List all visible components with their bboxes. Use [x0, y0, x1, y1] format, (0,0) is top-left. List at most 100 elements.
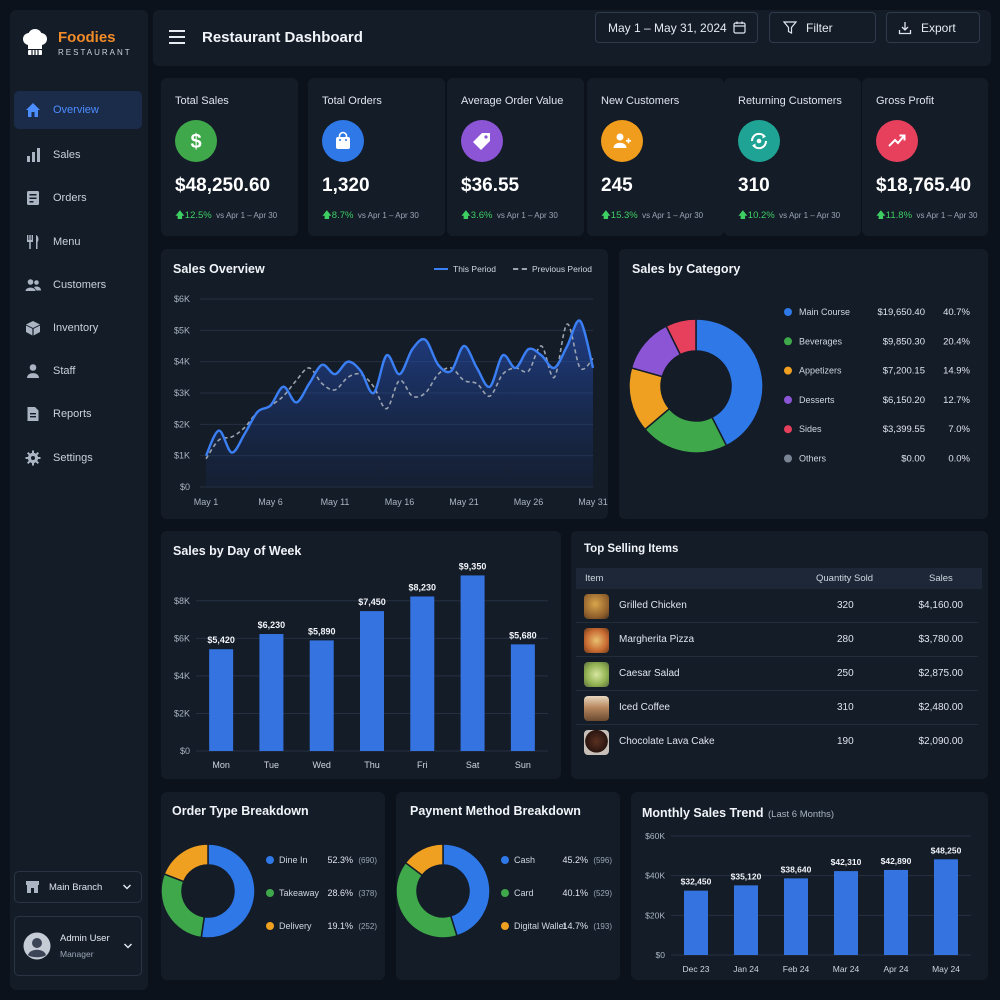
export-button[interactable]: Export — [886, 12, 980, 43]
monthly-sales-trend-title: Monthly Sales Trend — [642, 806, 764, 820]
y-tick-label: $40K — [645, 871, 665, 881]
column-header-sales: Sales — [929, 573, 953, 584]
table-row[interactable]: Caesar Salad 250 $2,875.00 — [576, 657, 978, 691]
sidebar-item-label: Overview — [53, 104, 99, 116]
kpi-card-total-sales: Total Sales $ $48,250.60 🡅12.5% vs Apr 1… — [161, 78, 298, 236]
table-row[interactable]: Iced Coffee 310 $2,480.00 — [576, 691, 978, 725]
legend-label: Takeaway — [279, 888, 320, 898]
bar-value-label: $9,350 — [459, 561, 487, 571]
y-tick-label: $4K — [174, 671, 190, 681]
bar-chart-icon — [27, 148, 40, 162]
sidebar-item-sales[interactable]: Sales — [14, 136, 142, 174]
calendar-icon — [733, 21, 746, 34]
brand-name: Foodies — [58, 28, 116, 46]
y-tick-label: $0 — [180, 482, 190, 492]
legend-count: (378) — [358, 889, 377, 898]
branch-selector[interactable]: Main Branch — [14, 871, 142, 903]
sidebar-item-inventory[interactable]: Inventory — [14, 309, 142, 347]
x-tick-label: Tue — [264, 760, 279, 770]
branch-label: Main Branch — [49, 881, 103, 893]
legend-label: Delivery — [279, 921, 312, 931]
sales-by-day-title: Sales by Day of Week — [173, 544, 302, 558]
order-type-slice-takeaway — [161, 873, 206, 939]
kpi-period: vs Apr 1 – Apr 30 — [779, 211, 841, 220]
table-row[interactable]: Grilled Chicken 320 $4,160.00 — [576, 589, 978, 623]
x-tick-label: Thu — [364, 760, 380, 770]
item-sales: $4,160.00 — [918, 600, 964, 611]
sidebar-item-staff[interactable]: Staff — [14, 352, 142, 390]
x-tick-label: Sun — [515, 760, 531, 770]
legend-count: (690) — [358, 856, 377, 865]
bar — [734, 885, 758, 955]
sales-by-category-donut-chart: Main Course $19,650.40 40.7% Beverages $9,85… — [628, 307, 971, 465]
legend-label: This Period — [453, 264, 496, 274]
sidebar-item-menu[interactable]: Menu — [14, 223, 142, 261]
legend-dot — [784, 425, 792, 434]
item-quantity: 320 — [837, 600, 854, 611]
sidebar-item-label: Sales — [53, 149, 81, 161]
y-tick-label: $2K — [174, 419, 190, 429]
bar-value-label: $8,230 — [409, 582, 437, 592]
bar — [884, 869, 908, 955]
legend-value: $0.00 — [901, 454, 925, 465]
kpi-title: Total Sales — [175, 95, 229, 107]
kpi-value: 310 — [738, 175, 770, 196]
bar — [784, 878, 808, 955]
monthly-sales-trend-subtitle: (Last 6 Months) — [768, 809, 835, 820]
legend-dot — [266, 889, 274, 897]
table-row[interactable]: Margherita Pizza 280 $3,780.00 — [576, 623, 978, 657]
legend-dot — [784, 395, 792, 404]
sidebar-item-settings[interactable]: Settings — [14, 439, 142, 477]
up-arrow-icon: 🡅 — [876, 210, 886, 221]
kpi-change-percent: 3.6% — [470, 210, 493, 221]
y-tick-label: $3K — [174, 388, 190, 398]
series-line-this-period — [204, 319, 595, 457]
sidebar-item-reports[interactable]: Reports — [14, 395, 142, 433]
legend-label: Beverages — [799, 336, 843, 346]
bar-value-label: $32,450 — [681, 877, 712, 887]
x-tick-label: May 6 — [258, 497, 283, 507]
bar-value-label: $42,310 — [831, 857, 862, 867]
payment-method-donut-chart: Cash 45.2% (596) Card 40.1% (529) Digital Wall… — [396, 843, 612, 939]
bar — [934, 859, 958, 955]
sidebar-item-customers[interactable]: Customers — [14, 266, 142, 304]
kpi-period: vs Apr 1 – Apr 30 — [357, 211, 419, 220]
sidebar-item-orders[interactable]: Orders — [14, 179, 142, 217]
sidebar-item-label: Orders — [53, 192, 87, 204]
brand-logo[interactable]: Foodies RESTAURANT — [20, 28, 132, 58]
chevron-down-icon — [122, 884, 132, 890]
export-label: Export — [921, 20, 956, 35]
tag-icon — [461, 120, 503, 162]
y-tick-label: $4K — [174, 357, 190, 367]
hamburger-menu-icon[interactable] — [169, 30, 185, 44]
top-selling-items-title: Top Selling Items — [584, 543, 679, 555]
box-icon — [26, 321, 40, 336]
up-arrow-icon: 🡅 — [601, 210, 611, 221]
x-tick-label: Feb 24 — [783, 964, 810, 974]
legend-percent: 52.3% — [327, 855, 353, 865]
filter-button[interactable]: Filter — [769, 12, 876, 43]
bar-value-label: $5,890 — [308, 626, 336, 636]
legend-label: Dine In — [279, 855, 308, 865]
bar — [834, 871, 858, 955]
sales-by-category-panel — [619, 249, 988, 519]
legend-label: Others — [799, 454, 827, 464]
up-arrow-icon: 🡅 — [461, 210, 471, 221]
bar-value-label: $42,890 — [881, 856, 912, 866]
monthly-sales-trend-bar-chart: $0 $20K $40K $60K $32,450 Dec 23 $35,120 Jan 24… — [645, 831, 971, 974]
item-sales: $2,875.00 — [918, 668, 964, 679]
store-icon — [26, 881, 39, 893]
table-row[interactable]: Chocolate Lava Cake 190 $2,090.00 — [576, 725, 978, 759]
user-menu[interactable]: Admin User Manager — [14, 916, 142, 976]
kpi-value: 1,320 — [322, 175, 370, 196]
sidebar-item-overview[interactable]: Overview — [14, 91, 142, 129]
caesar-salad-image — [584, 662, 609, 687]
legend-dot — [784, 308, 792, 316]
kpi-title: Gross Profit — [876, 95, 935, 107]
date-range-picker[interactable]: May 1 – May 31, 2024 — [595, 12, 758, 43]
bar — [410, 596, 435, 751]
legend-percent: 14.9% — [943, 366, 970, 377]
bar-value-label: $35,120 — [731, 871, 762, 881]
legend-dot — [501, 922, 509, 930]
x-tick-label: May 24 — [932, 964, 960, 974]
